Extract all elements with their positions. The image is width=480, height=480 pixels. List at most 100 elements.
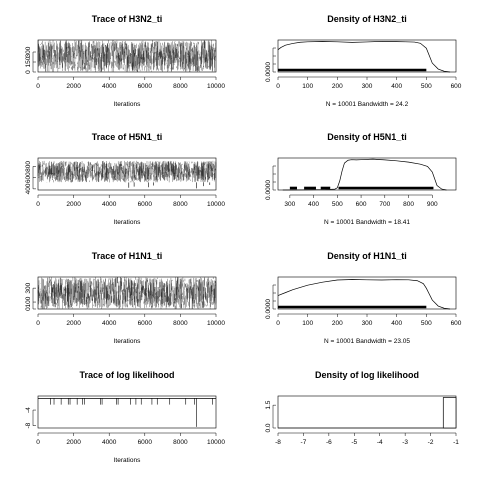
x-tick-label: 2000	[66, 439, 81, 446]
x-tick-label: 200	[332, 320, 343, 327]
x-tick-label: -8	[275, 439, 281, 446]
x-tick-label: 6000	[138, 439, 153, 446]
x-tick-label: 700	[379, 201, 390, 208]
density-curve	[282, 158, 447, 191]
panel-title: Trace of H5N1_ti	[92, 132, 163, 142]
x-tick-label: 2000	[66, 201, 81, 208]
x-tick-label: 0	[36, 439, 40, 446]
panel-title: Density of H3N2_ti	[327, 14, 407, 24]
x-tick-label: -1	[453, 439, 459, 446]
x-axis-label: N = 10001 Bandwidth = 18.41	[324, 219, 410, 226]
x-tick-label: 8000	[173, 439, 188, 446]
x-tick-label: -3	[402, 439, 408, 446]
x-axis-label: N = 10001 Bandwidth = 23.05	[324, 338, 410, 345]
x-axis-label: N = 10001 Bandwidth = 24.2	[326, 101, 409, 108]
plot-frame	[277, 276, 457, 310]
panel-title: Trace of H1N1_ti	[92, 251, 163, 261]
y-tick-label: 600	[25, 172, 32, 183]
x-tick-label: -5	[351, 439, 357, 446]
x-axis-label: Iterations	[114, 338, 141, 345]
x-axis-label: Iterations	[114, 219, 141, 226]
y-tick-label: 0.0	[265, 423, 272, 432]
x-tick-label: 4000	[102, 439, 117, 446]
histogram-bar	[442, 397, 457, 429]
x-tick-label: 2000	[66, 320, 81, 327]
x-axis-label: Iterations	[114, 457, 141, 464]
x-tick-label: 8000	[173, 83, 188, 90]
panel-3: Trace of H5N1_ti 0 2000 4000 6000 8000 10000 It…	[25, 132, 225, 226]
x-tick-label: 0	[276, 83, 280, 90]
y-tick-label: 100	[25, 296, 32, 307]
x-tick-label: -6	[326, 439, 332, 446]
x-tick-label: 300	[362, 320, 373, 327]
y-tick-label: 0.0000	[265, 180, 272, 200]
y-tick-label: 150	[25, 56, 32, 67]
x-tick-label: 800	[403, 201, 414, 208]
x-tick-label: 10000	[207, 320, 225, 327]
x-tick-label: 300	[362, 83, 373, 90]
x-tick-label: 2000	[66, 83, 81, 90]
y-tick-label: -8	[25, 422, 32, 428]
x-tick-label: 600	[451, 83, 462, 90]
y-tick-label: 300	[25, 46, 32, 57]
plot-frame	[277, 39, 457, 73]
x-tick-label: 400	[391, 83, 402, 90]
x-tick-label: 4000	[102, 83, 117, 90]
x-tick-label: -7	[301, 439, 307, 446]
panel-8: Density of log likelihood -8 -7 -6 -5 -4 -3 -2 -…	[265, 370, 459, 446]
x-tick-label: 10000	[207, 201, 225, 208]
x-tick-label: 200	[332, 83, 343, 90]
plot-frame	[277, 157, 457, 191]
trace-series	[37, 160, 217, 183]
x-tick-label: 6000	[138, 320, 153, 327]
x-tick-label: 100	[302, 83, 313, 90]
y-tick-label: 0.0000	[265, 62, 272, 82]
y-tick-label: 0	[25, 70, 32, 74]
panel-title: Density of H5N1_ti	[327, 132, 407, 142]
y-tick-label: 1.5	[265, 400, 272, 409]
x-tick-label: 0	[36, 320, 40, 327]
x-tick-label: 0	[36, 83, 40, 90]
y-tick-label: 0	[25, 307, 32, 311]
trace-series	[37, 40, 217, 72]
x-tick-label: 6000	[138, 201, 153, 208]
panel-6: Density of H1N1_ti 0 100 200 300 400 500 600 N =…	[265, 251, 462, 345]
x-tick-label: 10000	[207, 83, 225, 90]
x-tick-label: 100	[302, 320, 313, 327]
panel-5: Trace of H1N1_ti 0 2000 4000 6000 8000 10000 It…	[25, 251, 225, 345]
y-tick-label: 800	[25, 161, 32, 172]
panel-title: Density of log likelihood	[315, 370, 419, 380]
x-tick-label: 500	[421, 83, 432, 90]
x-tick-label: -2	[428, 439, 434, 446]
panel-title: Density of H1N1_ti	[327, 251, 407, 261]
plot-frame	[37, 395, 217, 429]
panel-2: Density of H3N2_ti 0 100 200 300 400 500 600 N =…	[265, 14, 462, 108]
x-tick-label: 400	[308, 201, 319, 208]
panel-title: Trace of H3N2_ti	[92, 14, 163, 24]
x-tick-label: 0	[276, 320, 280, 327]
panel-7: Trace of log likelihood 0 2000 4000 6000 8000…	[25, 370, 225, 464]
density-curve	[277, 279, 451, 310]
x-tick-label: 500	[332, 201, 343, 208]
panel-title: Trace of log likelihood	[79, 370, 174, 380]
x-tick-label: 900	[427, 201, 438, 208]
x-tick-label: 500	[421, 320, 432, 327]
y-tick-label: -4	[25, 407, 32, 413]
x-tick-label: 300	[284, 201, 295, 208]
x-tick-label: 6000	[138, 83, 153, 90]
panel-4: Density of H5N1_ti 300 400 500 600 700 800 900 N…	[265, 132, 457, 226]
plot-frame	[277, 395, 457, 429]
x-tick-label: 0	[36, 201, 40, 208]
x-axis-label: Iterations	[114, 101, 141, 108]
x-tick-label: 600	[451, 320, 462, 327]
x-tick-label: 4000	[102, 320, 117, 327]
x-tick-label: 4000	[102, 201, 117, 208]
x-tick-label: 10000	[207, 439, 225, 446]
y-tick-label: 400	[25, 183, 32, 194]
x-tick-label: 400	[391, 320, 402, 327]
trace-series	[37, 277, 217, 309]
panel-1: Trace of H3N2_ti 0 2000 4000 6000 8000 10000 It…	[25, 14, 225, 108]
x-tick-label: 8000	[173, 201, 188, 208]
x-tick-label: -4	[377, 439, 383, 446]
